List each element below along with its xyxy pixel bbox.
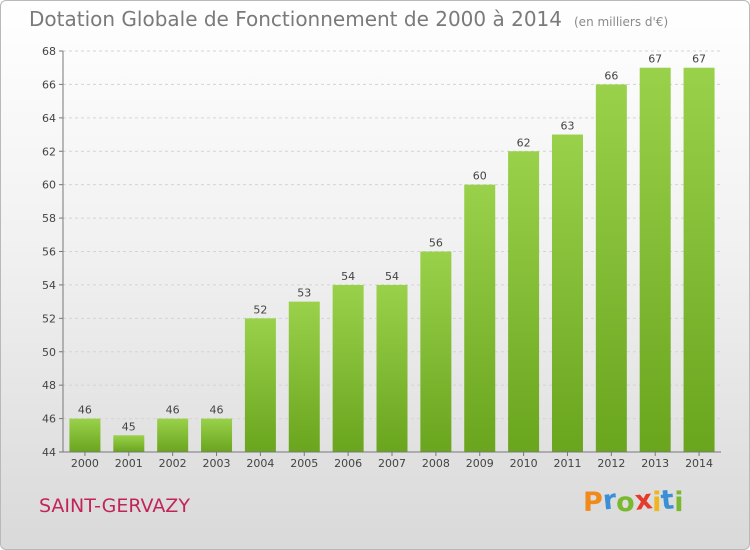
x-tick-label: 2005 — [290, 457, 318, 470]
x-tick-label: 2008 — [422, 457, 450, 470]
commune-name: SAINT-GERVAZY — [39, 495, 190, 517]
chart-title-text: Dotation Globale de Fonctionnement de 20… — [29, 7, 562, 31]
y-tick-label: 62 — [42, 145, 56, 158]
x-tick-label: 2000 — [71, 457, 99, 470]
bar-value-label: 63 — [560, 120, 574, 133]
bar — [420, 251, 452, 452]
x-tick-label: 2001 — [115, 457, 143, 470]
x-tick-label: 2006 — [334, 457, 362, 470]
x-tick-label: 2007 — [378, 457, 406, 470]
bar — [595, 84, 627, 453]
bar — [288, 301, 320, 452]
proxiti-logo: Proxiti — [583, 484, 684, 518]
bar-value-label: 45 — [122, 420, 136, 433]
y-tick-label: 52 — [42, 312, 56, 325]
y-tick-label: 64 — [42, 112, 56, 125]
bar-value-label: 66 — [604, 69, 618, 82]
bar — [551, 134, 583, 452]
bar — [244, 318, 276, 452]
logo-letter: r — [601, 484, 618, 517]
x-tick-label: 2002 — [159, 457, 187, 470]
bar-value-label: 67 — [692, 53, 706, 66]
bar-value-label: 60 — [473, 170, 487, 183]
x-tick-label: 2003 — [203, 457, 231, 470]
y-tick-label: 46 — [42, 413, 56, 426]
y-tick-label: 48 — [42, 379, 56, 392]
bar-value-label: 46 — [166, 404, 180, 417]
bar — [464, 184, 496, 452]
x-tick-label: 2004 — [246, 457, 274, 470]
logo-letter: o — [616, 487, 635, 518]
logo-letter: x — [633, 484, 654, 517]
logo-letter: P — [583, 487, 603, 518]
bar — [201, 418, 233, 452]
bar-value-label: 56 — [429, 237, 443, 250]
bar-value-label: 67 — [648, 53, 662, 66]
y-tick-label: 56 — [42, 246, 56, 259]
y-tick-label: 68 — [42, 45, 56, 58]
chart-title: Dotation Globale de Fonctionnement de 20… — [29, 7, 668, 31]
y-tick-label: 44 — [42, 446, 56, 459]
unit-note: (en milliers d'€) — [574, 15, 669, 29]
x-tick-label: 2010 — [510, 457, 538, 470]
x-tick-label: 2012 — [597, 457, 625, 470]
logo-letter: i — [652, 487, 662, 518]
bar — [639, 67, 671, 452]
logo-letter: i — [674, 487, 684, 518]
bar — [683, 67, 715, 452]
bar — [508, 151, 540, 452]
y-tick-label: 66 — [42, 78, 56, 91]
bar-value-label: 62 — [517, 136, 531, 149]
bar — [332, 284, 364, 452]
y-tick-label: 54 — [42, 279, 56, 292]
bar-value-label: 54 — [341, 270, 355, 283]
x-tick-label: 2013 — [641, 457, 669, 470]
bar-value-label: 46 — [78, 404, 92, 417]
x-tick-label: 2011 — [553, 457, 581, 470]
x-tick-label: 2014 — [685, 457, 713, 470]
bar — [69, 418, 101, 452]
y-tick-label: 60 — [42, 179, 56, 192]
bar — [157, 418, 189, 452]
x-tick-label: 2009 — [466, 457, 494, 470]
bar-value-label: 46 — [210, 404, 224, 417]
y-tick-label: 58 — [42, 212, 56, 225]
y-tick-label: 50 — [42, 346, 56, 359]
bar-value-label: 54 — [385, 270, 399, 283]
bar-value-label: 52 — [253, 303, 267, 316]
bar — [113, 435, 145, 452]
bar — [376, 284, 408, 452]
bar-value-label: 53 — [297, 287, 311, 300]
